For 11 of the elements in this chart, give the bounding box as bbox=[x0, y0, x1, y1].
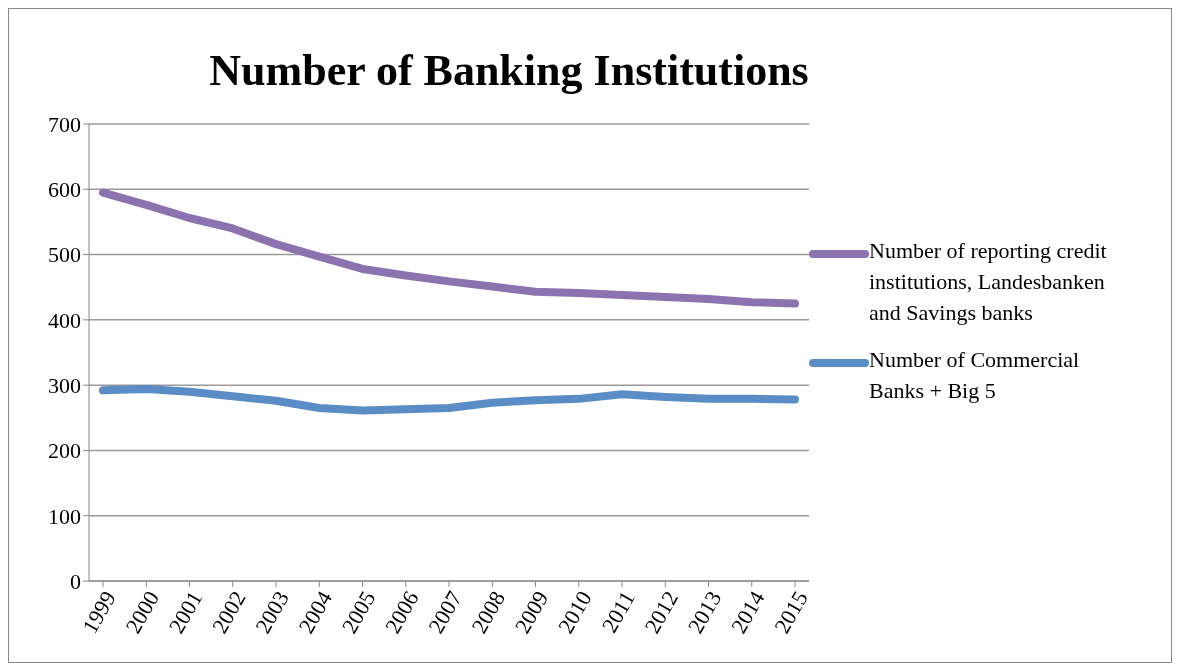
y-tick-label: 300 bbox=[48, 372, 81, 398]
legend-label: Number of Commercial Banks + Big 5 bbox=[869, 345, 1081, 405]
y-tick-label: 100 bbox=[48, 503, 81, 529]
chart-title: Number of Banking Institutions bbox=[208, 45, 810, 96]
y-tick-label: 500 bbox=[48, 242, 81, 268]
y-tick-label: 400 bbox=[48, 307, 81, 333]
y-tick-label: 600 bbox=[48, 177, 81, 203]
y-tick-label: 200 bbox=[48, 438, 81, 464]
legend-label: Number of reporting credit institutions, Landesbanken and Savings banks bbox=[869, 236, 1108, 327]
y-tick-label: 700 bbox=[48, 111, 81, 137]
y-tick-label: 0 bbox=[70, 568, 81, 594]
